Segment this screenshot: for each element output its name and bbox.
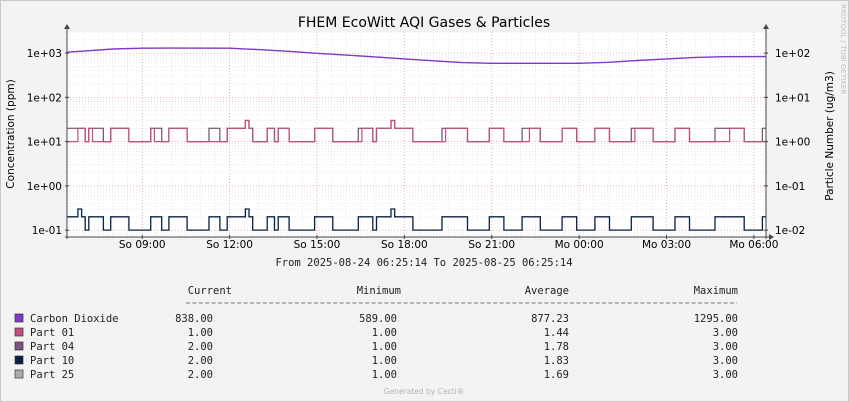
legend-maximum-carbon-dioxide: 1295.00 — [694, 313, 738, 325]
axes-layer: 1e+03 1e+02 1e+01 1e+00 1e-01 1e+02 1e+01 1e+00… — [27, 24, 810, 251]
legend-name-part-04: Part 04 — [30, 341, 74, 353]
legend-swatch-part-25 — [14, 369, 24, 379]
legend-table: Current Minimum Average Maximum Carbon Dioxi… — [14, 285, 738, 381]
x-tick-label: So 18:00 — [381, 239, 428, 251]
legend-average-carbon-dioxide: 877.23 — [531, 313, 569, 325]
legend-average-part-25: 1.69 — [544, 369, 569, 381]
series-line-part-10 — [67, 208, 766, 231]
series-line-part-01 — [67, 119, 766, 143]
legend-swatch-carbon-dioxide — [14, 313, 24, 323]
legend-current-part-25: 2.00 — [188, 369, 213, 381]
y-axis-arrow — [64, 24, 70, 29]
x-tick-label: So 12:00 — [206, 239, 253, 251]
y2-tick-label: 1e+00 — [775, 137, 810, 149]
x-tick-label: Mo 06:00 — [729, 239, 778, 251]
legend-current-part-04: 2.00 — [188, 341, 213, 353]
time-range-text: From 2025-08-24 06:25:14 To 2025-08-25 0… — [275, 257, 572, 269]
y2-tick-label: 1e-01 — [775, 181, 805, 193]
legend-name-carbon-dioxide: Carbon Dioxide — [30, 313, 119, 325]
legend-header-minimum: Minimum — [357, 285, 401, 297]
x-axis-arrow — [769, 234, 774, 240]
legend-swatch-part-01 — [14, 327, 24, 337]
chart-title: FHEM EcoWitt AQI Gases & Particles — [298, 15, 550, 31]
legend-maximum-part-01: 3.00 — [713, 327, 738, 339]
series-layer — [66, 47, 767, 231]
y2-tick-label: 1e+02 — [775, 48, 810, 60]
x-tick-label: So 15:00 — [294, 239, 341, 251]
legend-name-part-10: Part 10 — [30, 355, 74, 367]
x-tick-label: So 09:00 — [119, 239, 166, 251]
legend-current-part-01: 1.00 — [188, 327, 213, 339]
y-tick-label: 1e+00 — [27, 181, 62, 193]
legend-average-part-04: 1.78 — [544, 341, 569, 353]
y2-tick-label: 1e+01 — [775, 92, 810, 104]
legend-swatch-part-10 — [14, 355, 24, 365]
legend-average-part-01: 1.44 — [544, 327, 569, 339]
x-tick-label: So 21:00 — [468, 239, 515, 251]
legend-swatch-part-04 — [14, 341, 24, 351]
legend-current-part-10: 2.00 — [188, 355, 213, 367]
legend-minimum-part-10: 1.00 — [372, 355, 397, 367]
generated-by-footer: Generated by Cacti® — [384, 387, 464, 396]
legend-minimum-part-04: 1.00 — [372, 341, 397, 353]
legend-current-carbon-dioxide: 838.00 — [175, 313, 213, 325]
y-tick-label: 1e-01 — [32, 225, 62, 237]
legend-header-current: Current — [188, 285, 232, 297]
legend-average-part-10: 1.83 — [544, 355, 569, 367]
series-line-carbon-dioxide — [66, 47, 767, 64]
legend-minimum-carbon-dioxide: 589.00 — [359, 313, 397, 325]
x-tick-label: Mo 03:00 — [642, 239, 691, 251]
legend-maximum-part-04: 3.00 — [713, 341, 738, 353]
y2-axis-arrow — [763, 24, 769, 29]
legend-name-part-01: Part 01 — [30, 327, 74, 339]
y2-axis-label: Particle Number (ug/m3) — [824, 71, 836, 201]
y-tick-label: 1e+01 — [27, 137, 62, 149]
legend-minimum-part-25: 1.00 — [372, 369, 397, 381]
legend-maximum-part-25: 3.00 — [713, 369, 738, 381]
x-tick-label: Mo 00:00 — [555, 239, 604, 251]
legend-maximum-part-10: 3.00 — [713, 355, 738, 367]
y-tick-label: 1e+02 — [27, 92, 62, 104]
y-axis-label: Concentration (ppm) — [5, 79, 17, 188]
y-tick-label: 1e+03 — [27, 48, 62, 60]
legend-name-part-25: Part 25 — [30, 369, 74, 381]
rrdtool-watermark: RRDTOOL / TOBI OETIKER — [839, 4, 847, 94]
legend-minimum-part-01: 1.00 — [372, 327, 397, 339]
y2-tick-label: 1e-02 — [775, 225, 805, 237]
legend-header-maximum: Maximum — [694, 285, 738, 297]
legend-header-average: Average — [525, 285, 569, 297]
